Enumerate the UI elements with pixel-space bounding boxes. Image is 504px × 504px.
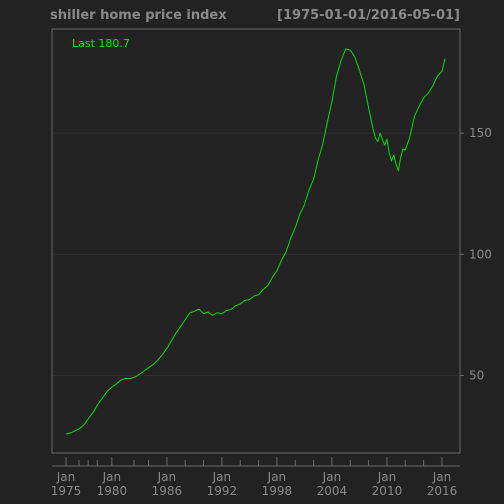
y-axis: 50 100 150 (460, 126, 492, 382)
x-tick-label-year-1992: 1992 (207, 484, 238, 498)
x-tick-label-month-2004: Jan (322, 470, 342, 484)
x-axis: Jan1975Jan1980Jan1986Jan1992Jan1998Jan20… (51, 457, 460, 498)
x-tick-label-year-1980: 1980 (97, 484, 128, 498)
y-tick-label-50: 50 (469, 368, 484, 382)
x-tick-label-month-1975: Jan (56, 470, 76, 484)
chart-date-range: [1975-01-01/2016-05-01] (277, 8, 460, 23)
y-tick-label-150: 150 (469, 126, 492, 140)
x-tick-label-month-1998: Jan (267, 470, 287, 484)
plot-area (51, 28, 461, 454)
x-tick-label-month-2010: Jan (377, 470, 397, 484)
x-tick-label-month-2016: Jan (432, 470, 452, 484)
grid-lines (53, 132, 459, 376)
last-value-label: Last 180.7 (72, 37, 130, 50)
x-tick-label-year-1998: 1998 (262, 484, 293, 498)
x-tick-label-year-2010: 2010 (372, 484, 403, 498)
x-tick-label-year-2016: 2016 (427, 484, 458, 498)
x-tick-label-month-1992: Jan (212, 470, 232, 484)
chart-title: shiller home price index (50, 8, 227, 23)
x-tick-label-year-2004: 2004 (317, 484, 348, 498)
x-tick-label-year-1975: 1975 (51, 484, 82, 498)
series-line-home-price-index (65, 48, 446, 435)
x-tick-label-month-1980: Jan (102, 470, 122, 484)
x-tick-label-month-1986: Jan (157, 470, 177, 484)
y-tick-label-100: 100 (469, 247, 492, 261)
x-tick-label-year-1986: 1986 (152, 484, 183, 498)
